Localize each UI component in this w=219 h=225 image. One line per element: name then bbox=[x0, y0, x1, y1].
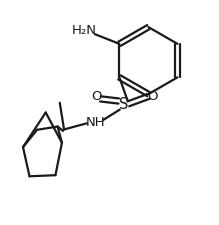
Text: O: O bbox=[91, 90, 102, 103]
Text: NH: NH bbox=[86, 116, 105, 129]
Text: S: S bbox=[119, 97, 128, 112]
Text: O: O bbox=[147, 90, 158, 103]
Text: H₂N: H₂N bbox=[72, 24, 97, 37]
